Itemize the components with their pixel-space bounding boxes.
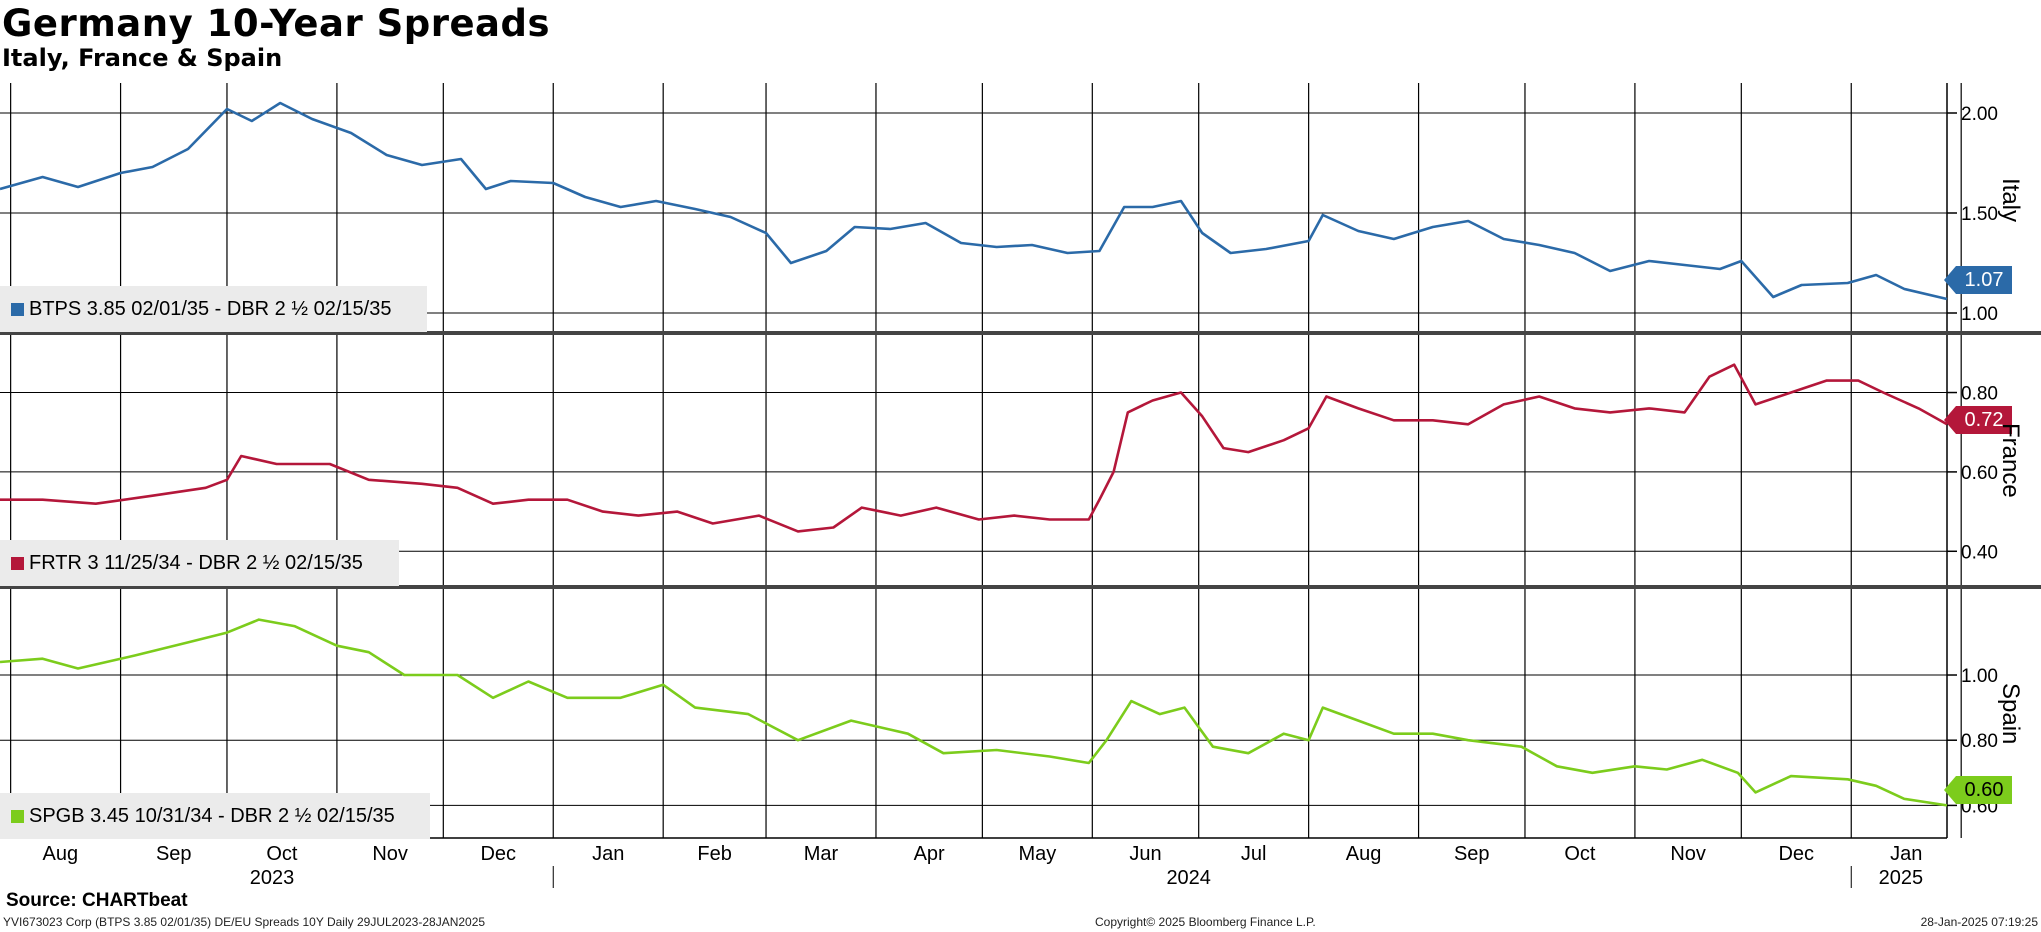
x-month-label: Dec xyxy=(1778,843,1814,865)
x-month-label: Sep xyxy=(156,843,192,865)
side-label-italy: Italy xyxy=(1997,178,2024,223)
source-note: Source: CHARTbeat xyxy=(6,890,188,911)
series-line-france xyxy=(0,363,1948,533)
last-value-tag-france: 0.72 xyxy=(1944,406,2012,434)
side-label-spain: Spain xyxy=(1997,683,2024,745)
legend-swatch-spain xyxy=(11,810,24,823)
side-label-france: France xyxy=(1997,423,2024,498)
x-month-label: Dec xyxy=(480,843,516,865)
x-month-label: May xyxy=(1018,843,1056,865)
legend-label-spain: SPGB 3.45 10/31/34 - DBR 2 ½ 02/15/35 xyxy=(29,805,395,827)
last-value-tag-spain: 0.60 xyxy=(1944,776,2012,804)
x-year-label: 2025 xyxy=(1879,867,1924,889)
series-line-italy xyxy=(0,101,1948,301)
x-month-label: Jan xyxy=(1890,843,1922,865)
legend-spain: SPGB 3.45 10/31/34 - DBR 2 ½ 02/15/35 xyxy=(0,793,430,839)
x-month-label: Jul xyxy=(1241,843,1267,865)
x-month-label: Apr xyxy=(914,843,945,865)
chart-title: Germany 10-Year Spreads xyxy=(2,2,551,45)
x-month-label: Nov xyxy=(372,843,408,865)
y-tick-label: 2.00 xyxy=(1961,104,1998,125)
series-line-spain xyxy=(0,618,1948,807)
legend-swatch-france xyxy=(11,557,24,570)
x-year-label: 2023 xyxy=(250,867,295,889)
chart-subtitle: Italy, France & Spain xyxy=(2,44,283,72)
x-month-label: Mar xyxy=(804,843,839,865)
legend-france: FRTR 3 11/25/34 - DBR 2 ½ 02/15/35 xyxy=(0,540,399,586)
x-month-label: Jan xyxy=(592,843,624,865)
x-month-label: Sep xyxy=(1454,843,1490,865)
y-tick-label: 0.80 xyxy=(1961,731,1998,752)
x-month-label: Nov xyxy=(1670,843,1706,865)
x-month-label: Feb xyxy=(697,843,731,865)
y-tick-label: 0.60 xyxy=(1961,463,1998,484)
x-month-label: Oct xyxy=(266,843,298,865)
y-tick-label: 1.00 xyxy=(1961,666,1998,687)
legend-italy: BTPS 3.85 02/01/35 - DBR 2 ½ 02/15/35 xyxy=(0,286,427,332)
legend-label-france: FRTR 3 11/25/34 - DBR 2 ½ 02/15/35 xyxy=(29,552,363,574)
x-month-label: Aug xyxy=(42,843,78,865)
legend-swatch-italy xyxy=(11,303,24,316)
footer-ticker: YVI673023 Corp (BTPS 3.85 02/01/35) DE/E… xyxy=(3,915,486,929)
y-tick-label: 0.40 xyxy=(1961,542,1998,563)
legend-label-italy: BTPS 3.85 02/01/35 - DBR 2 ½ 02/15/35 xyxy=(29,298,392,320)
footer-timestamp: 28-Jan-2025 07:19:25 xyxy=(1920,915,2038,929)
x-year-label: 2024 xyxy=(1166,867,1211,889)
y-tick-label: 1.50 xyxy=(1961,204,1998,225)
x-month-label: Aug xyxy=(1346,843,1382,865)
y-tick-label: 0.80 xyxy=(1961,384,1998,405)
y-tick-label: 1.00 xyxy=(1961,304,1998,325)
x-month-label: Jun xyxy=(1129,843,1161,865)
x-month-label: Oct xyxy=(1564,843,1596,865)
last-value-tag-italy: 1.07 xyxy=(1944,266,2012,294)
footer-copyright: Copyright© 2025 Bloomberg Finance L.P. xyxy=(1095,915,1316,929)
